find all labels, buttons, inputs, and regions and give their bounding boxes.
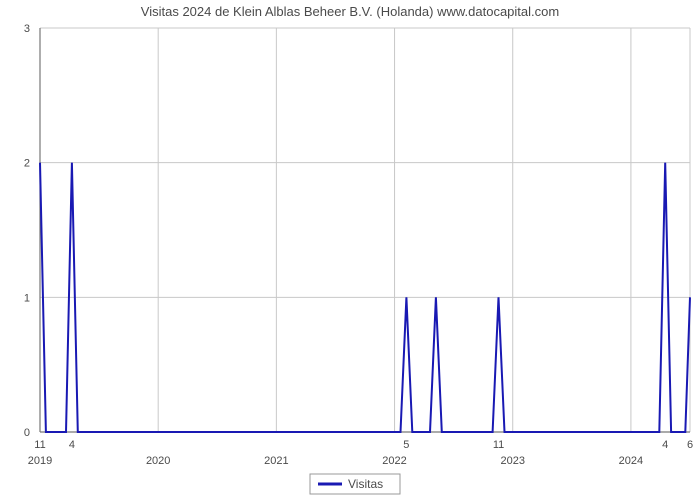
x-month-label: 11 <box>493 439 504 451</box>
chart-container: Visitas 2024 de Klein Alblas Beheer B.V.… <box>0 0 700 500</box>
x-month-label: 4 <box>69 439 75 451</box>
y-tick-label: 0 <box>24 427 30 439</box>
x-month-label: 11 <box>34 439 45 451</box>
y-tick-label: 2 <box>24 158 30 170</box>
y-tick-label: 1 <box>24 292 30 304</box>
y-tick-label: 3 <box>24 23 30 35</box>
x-year-label: 2020 <box>146 455 170 467</box>
chart-bg <box>0 0 700 500</box>
line-chart: Visitas 2024 de Klein Alblas Beheer B.V.… <box>0 0 700 500</box>
x-year-label: 2022 <box>382 455 406 467</box>
x-month-label: 5 <box>403 439 409 451</box>
chart-title: Visitas 2024 de Klein Alblas Beheer B.V.… <box>141 4 559 19</box>
x-month-label: 4 <box>662 439 668 451</box>
legend-label: Visitas <box>348 477 383 491</box>
x-year-label: 2021 <box>264 455 288 467</box>
x-year-label: 2023 <box>500 455 524 467</box>
x-month-label: 6 <box>687 439 693 451</box>
x-year-label: 2024 <box>619 455 643 467</box>
x-year-label: 2019 <box>28 455 52 467</box>
